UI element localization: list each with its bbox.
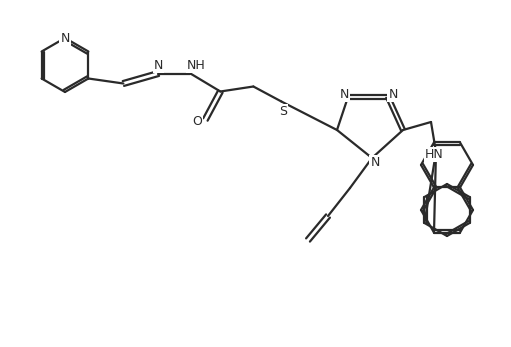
Text: N: N — [154, 59, 163, 72]
Text: NH: NH — [187, 59, 206, 72]
Text: N: N — [370, 155, 380, 169]
Text: O: O — [193, 115, 202, 128]
Text: S: S — [280, 105, 287, 118]
Text: N: N — [388, 87, 398, 101]
Text: N: N — [60, 32, 69, 44]
Text: HN: HN — [425, 147, 444, 161]
Text: N: N — [339, 87, 349, 101]
